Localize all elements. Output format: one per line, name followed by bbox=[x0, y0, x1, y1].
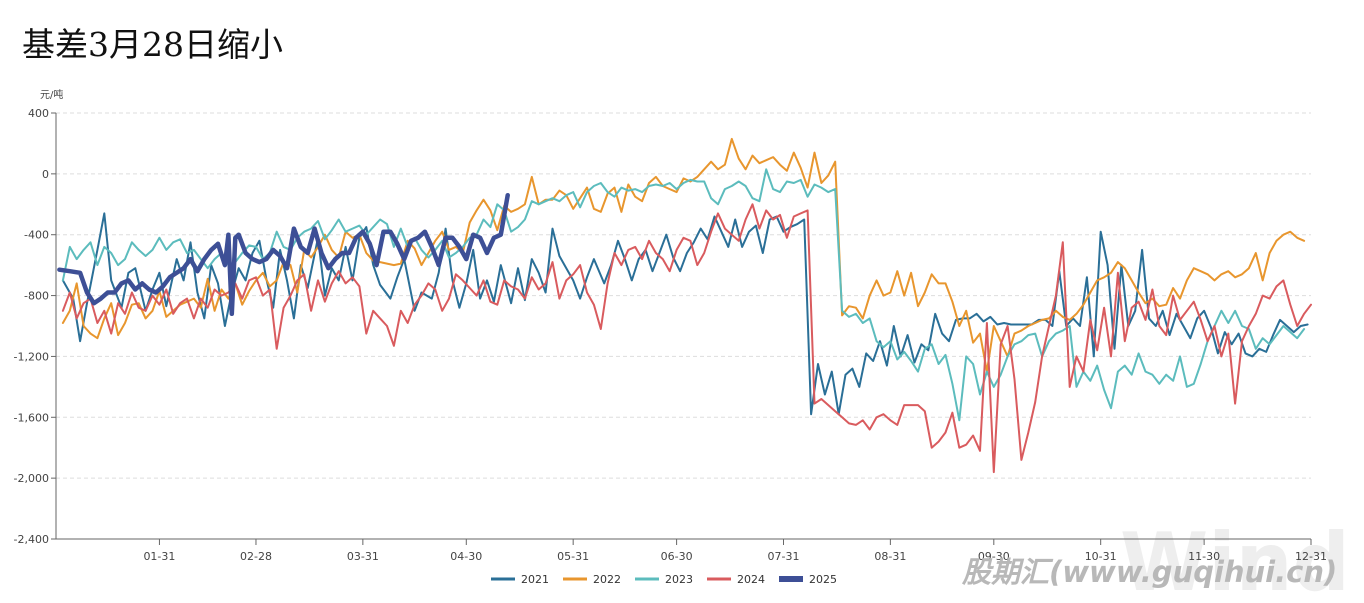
legend-item-2021[interactable]: 2021 bbox=[491, 573, 549, 586]
y-tick-label: -2,000 bbox=[14, 472, 49, 485]
x-tick-label: 05-31 bbox=[557, 550, 589, 563]
y-tick-label: -800 bbox=[24, 290, 49, 303]
legend-swatch bbox=[707, 577, 731, 581]
x-tick-label: 09-30 bbox=[978, 550, 1010, 563]
legend: 2021 2022 2023 2024 2025 bbox=[491, 573, 837, 586]
y-tick-label: 400 bbox=[28, 107, 49, 120]
y-tick-label: -1,600 bbox=[14, 411, 49, 424]
x-tick-label: 08-31 bbox=[874, 550, 906, 563]
series-line-2022 bbox=[61, 137, 1306, 373]
wind-watermark: Wind bbox=[1120, 516, 1350, 603]
x-tick-label: 11-30 bbox=[1188, 550, 1220, 563]
legend-item-2023[interactable]: 2023 bbox=[635, 573, 693, 586]
y-axis-unit-label: 元/吨 bbox=[40, 88, 63, 101]
legend-item-2025[interactable]: 2025 bbox=[779, 573, 837, 586]
x-tick-label: 12-31 bbox=[1295, 550, 1327, 563]
legend-item-2024[interactable]: 2024 bbox=[707, 573, 765, 586]
legend-label: 2023 bbox=[665, 573, 693, 586]
legend-label: 2022 bbox=[593, 573, 621, 586]
x-tick-label: 04-30 bbox=[450, 550, 482, 563]
x-tick-label: 02-28 bbox=[240, 550, 272, 563]
legend-swatch bbox=[779, 576, 803, 582]
x-tick-label: 03-31 bbox=[347, 550, 379, 563]
y-tick-label: -400 bbox=[24, 229, 49, 242]
y-tick-label: -2,400 bbox=[14, 533, 49, 546]
series-group bbox=[57, 137, 1312, 474]
x-tick-label: 06-30 bbox=[661, 550, 693, 563]
x-tick-label: 07-31 bbox=[768, 550, 800, 563]
guqihui-watermark: 股期汇(www.guqihui.cn) bbox=[961, 555, 1337, 589]
legend-label: 2025 bbox=[809, 573, 837, 586]
y-axis-ticks: 400 0 -400 -800 -1,200 -1,600 -2,000 -2,400 bbox=[14, 107, 56, 546]
x-axis-ticks: 01-31 02-28 03-31 04-30 05-31 06-30 07-31 08-31… bbox=[143, 539, 1327, 563]
series-line-2024 bbox=[61, 203, 1312, 474]
legend-swatch bbox=[491, 577, 515, 581]
y-tick-label: 0 bbox=[42, 168, 49, 181]
series-line-2025 bbox=[57, 192, 510, 317]
page-title: 基差3月28日缩小 bbox=[22, 25, 283, 64]
y-tick-label: -1,200 bbox=[14, 350, 49, 363]
x-tick-label: 01-31 bbox=[143, 550, 175, 563]
legend-label: 2021 bbox=[521, 573, 549, 586]
legend-swatch bbox=[563, 577, 587, 581]
x-tick-label: 10-31 bbox=[1085, 550, 1117, 563]
legend-swatch bbox=[635, 577, 659, 581]
series-line-2023 bbox=[61, 168, 1306, 422]
series-line-2021 bbox=[61, 212, 1309, 416]
legend-item-2022[interactable]: 2022 bbox=[563, 573, 621, 586]
legend-label: 2024 bbox=[737, 573, 765, 586]
